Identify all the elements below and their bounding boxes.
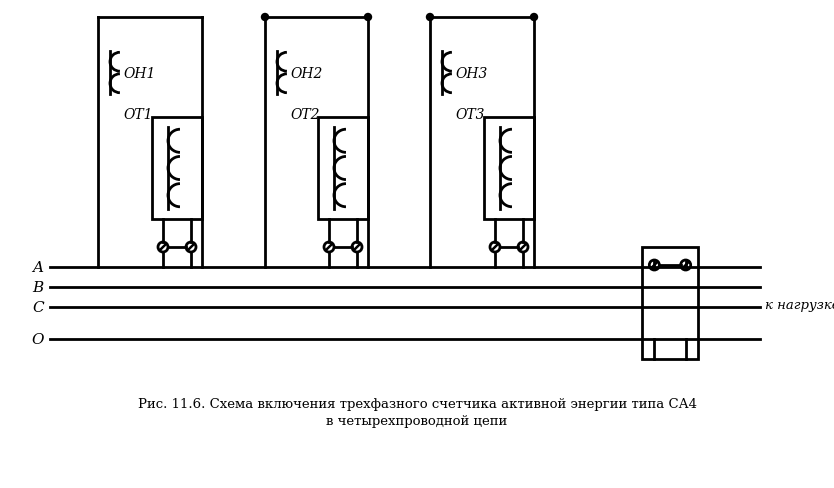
Text: Рис. 11.6. Схема включения трехфазного счетчика активной энергии типа СА4: Рис. 11.6. Схема включения трехфазного с… [138, 398, 696, 411]
Text: A: A [33, 261, 43, 274]
Bar [152, 118, 202, 220]
Text: к нагрузке: к нагрузке [765, 299, 834, 312]
Text: ОН3: ОН3 [456, 67, 488, 81]
Circle shape [530, 15, 537, 21]
Text: ОН2: ОН2 [291, 67, 324, 81]
Text: ОТ2: ОТ2 [291, 108, 320, 122]
Text: ОТ1: ОТ1 [124, 108, 153, 122]
Circle shape [262, 15, 269, 21]
Bar [484, 118, 534, 220]
Text: B: B [33, 281, 43, 294]
Circle shape [364, 15, 371, 21]
Circle shape [426, 15, 434, 21]
Text: C: C [33, 301, 44, 314]
Text: в четырехпроводной цепи: в четырехпроводной цепи [326, 415, 508, 427]
Text: ОН1: ОН1 [124, 67, 156, 81]
Text: O: O [32, 332, 44, 346]
Text: ОТ3: ОТ3 [456, 108, 485, 122]
Bar [642, 247, 698, 359]
Bar [318, 118, 368, 220]
